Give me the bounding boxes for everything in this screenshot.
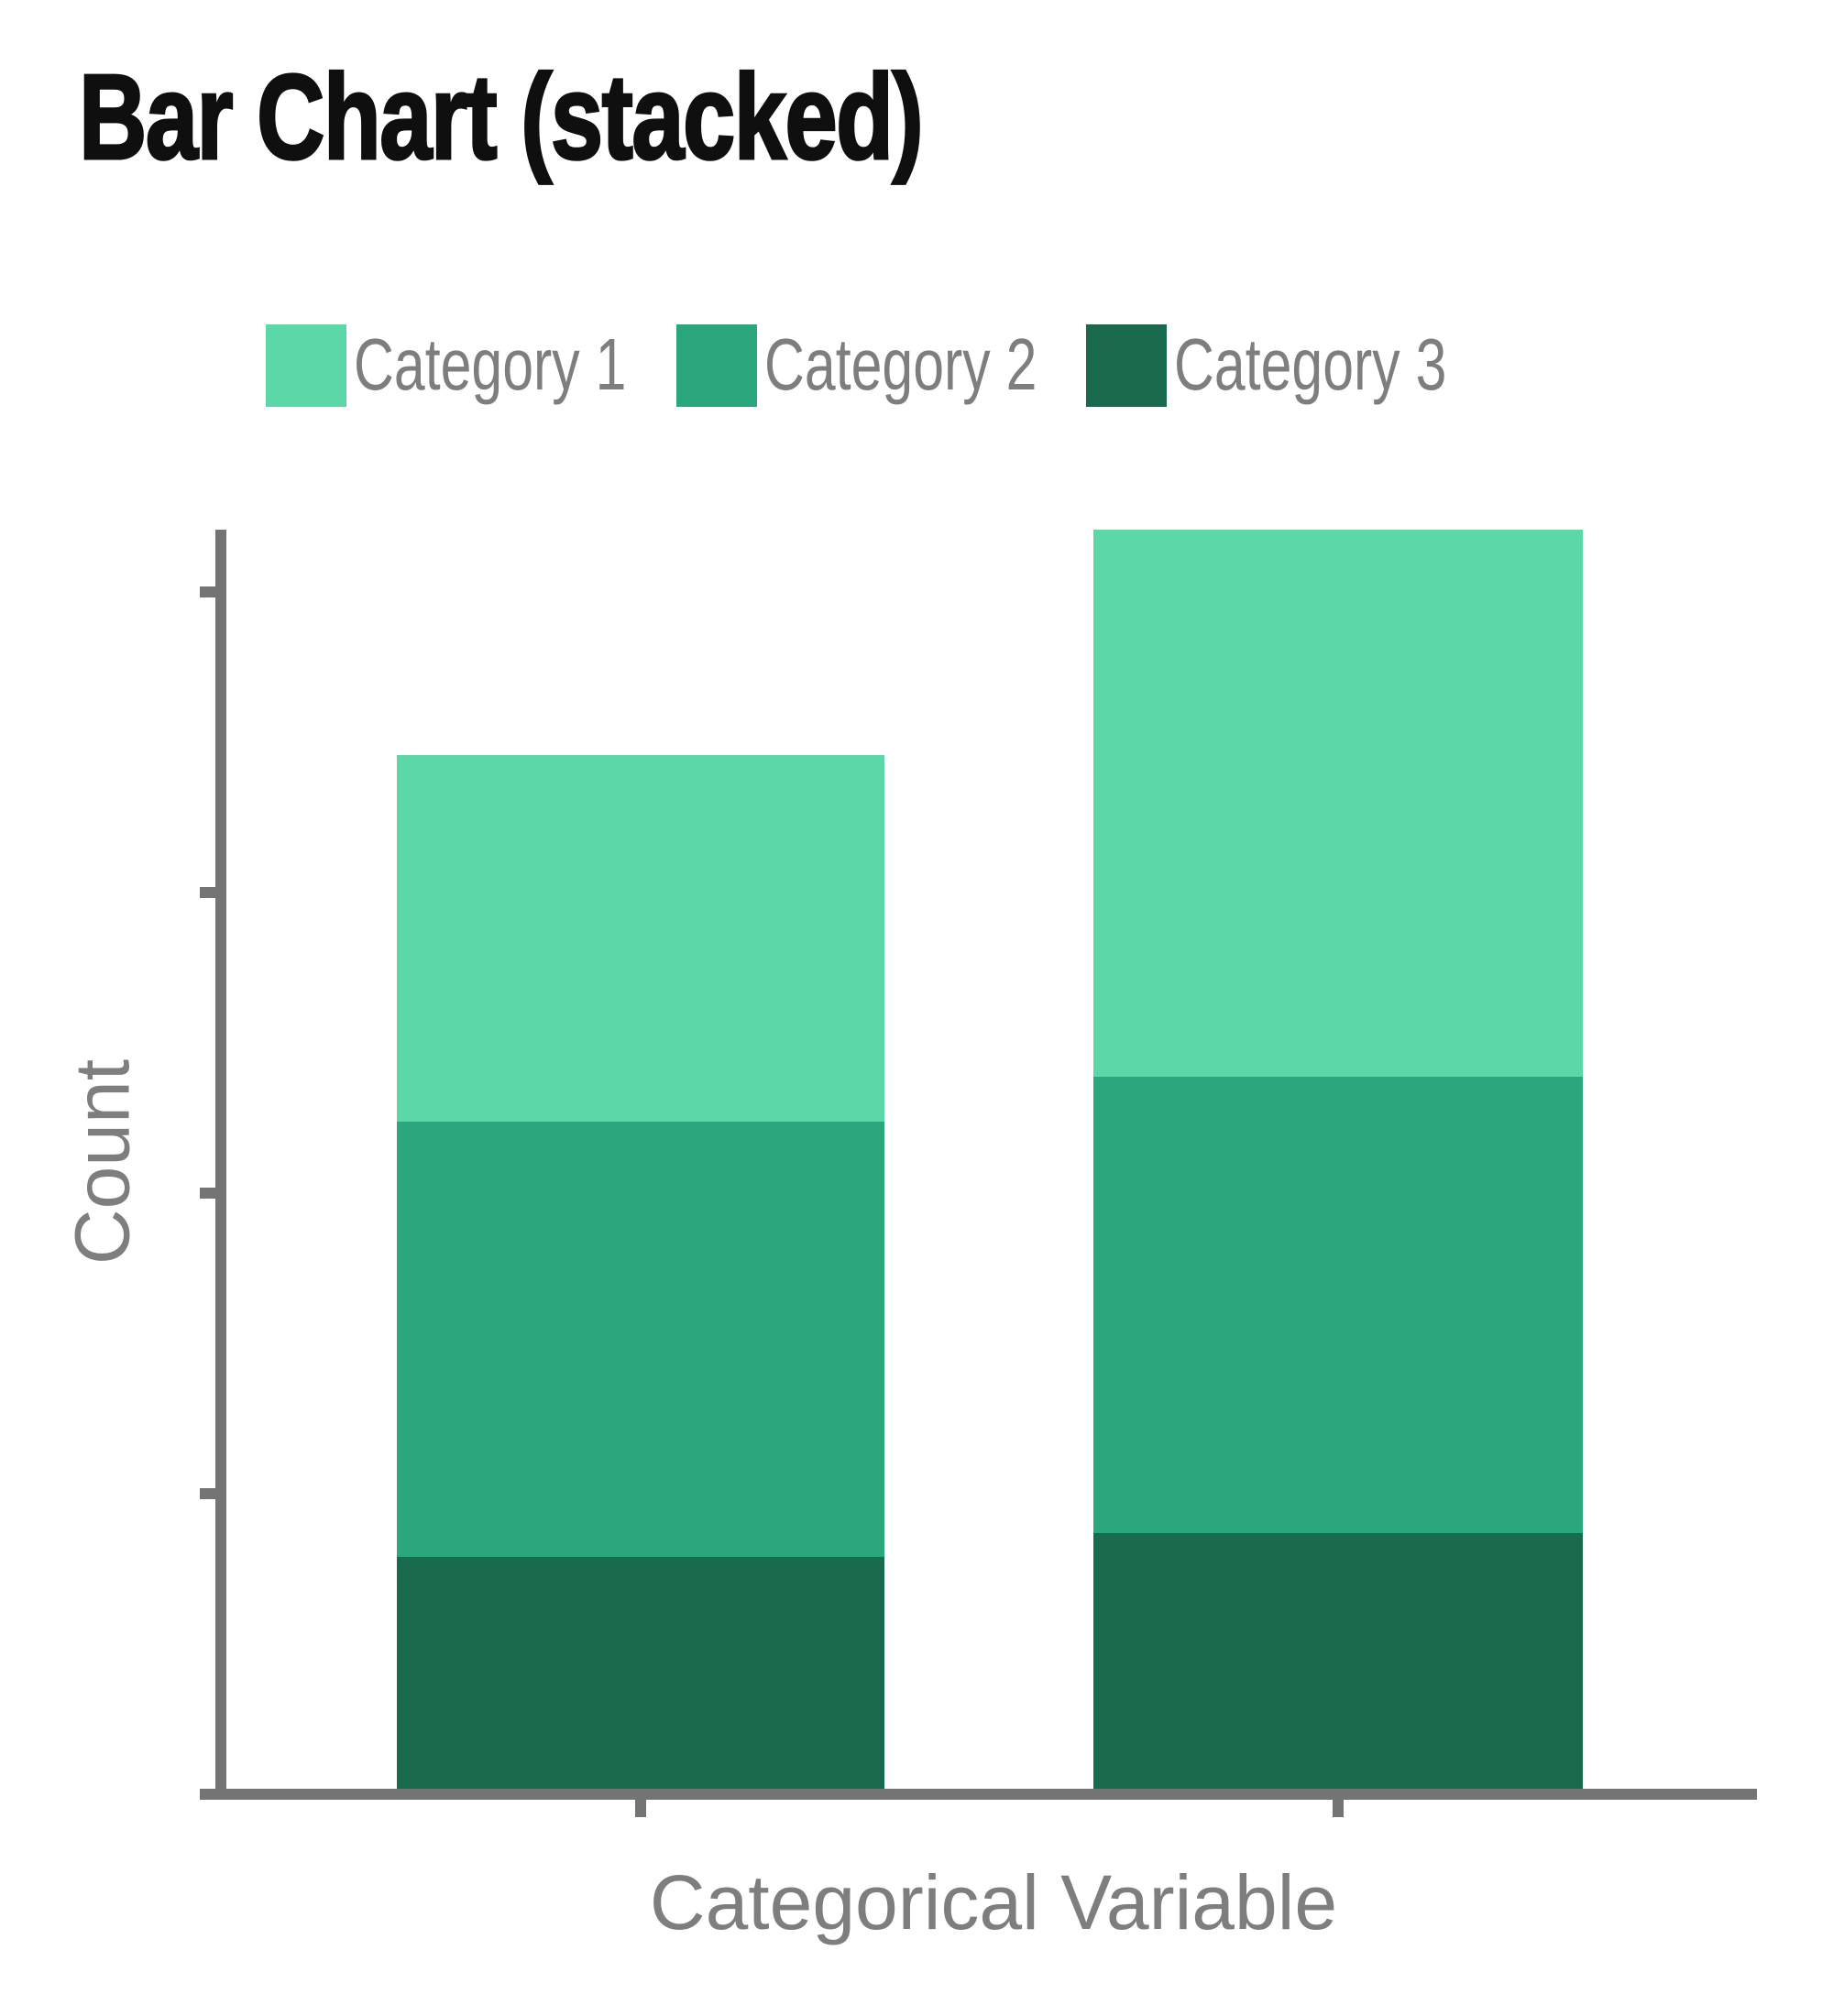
bar-1-segment-category-2 bbox=[397, 1121, 884, 1558]
bar-2-segment-category-1 bbox=[1093, 529, 1583, 1077]
legend-label: Category 1 bbox=[354, 323, 627, 405]
y-axis-tick-4 bbox=[200, 1488, 215, 1499]
bar-1-segment-category-1 bbox=[397, 754, 884, 1122]
x-axis-line bbox=[215, 1789, 1757, 1800]
x-axis-tick-1 bbox=[635, 1800, 646, 1817]
chart-title: Bar Chart (stacked) bbox=[78, 49, 925, 186]
y-axis-tick-5 bbox=[200, 1789, 215, 1800]
legend-swatch-icon bbox=[676, 324, 757, 407]
y-axis-tick-3 bbox=[200, 1188, 215, 1199]
bar-2-segment-category-3 bbox=[1093, 1533, 1583, 1789]
legend-label: Category 3 bbox=[1174, 323, 1447, 405]
y-axis-label: Count bbox=[59, 1058, 146, 1265]
x-axis-tick-2 bbox=[1333, 1800, 1344, 1817]
bar-2-segment-category-2 bbox=[1093, 1076, 1583, 1534]
x-axis-label: Categorical Variable bbox=[649, 1859, 1338, 1945]
y-axis-tick-2 bbox=[200, 887, 215, 898]
legend-swatch-icon bbox=[1086, 324, 1167, 407]
legend-label: Category 2 bbox=[764, 323, 1037, 405]
bar-1-segment-category-3 bbox=[397, 1557, 884, 1789]
y-axis-line bbox=[215, 530, 226, 1800]
y-axis-tick-1 bbox=[200, 586, 215, 597]
legend-swatch-icon bbox=[266, 324, 346, 407]
